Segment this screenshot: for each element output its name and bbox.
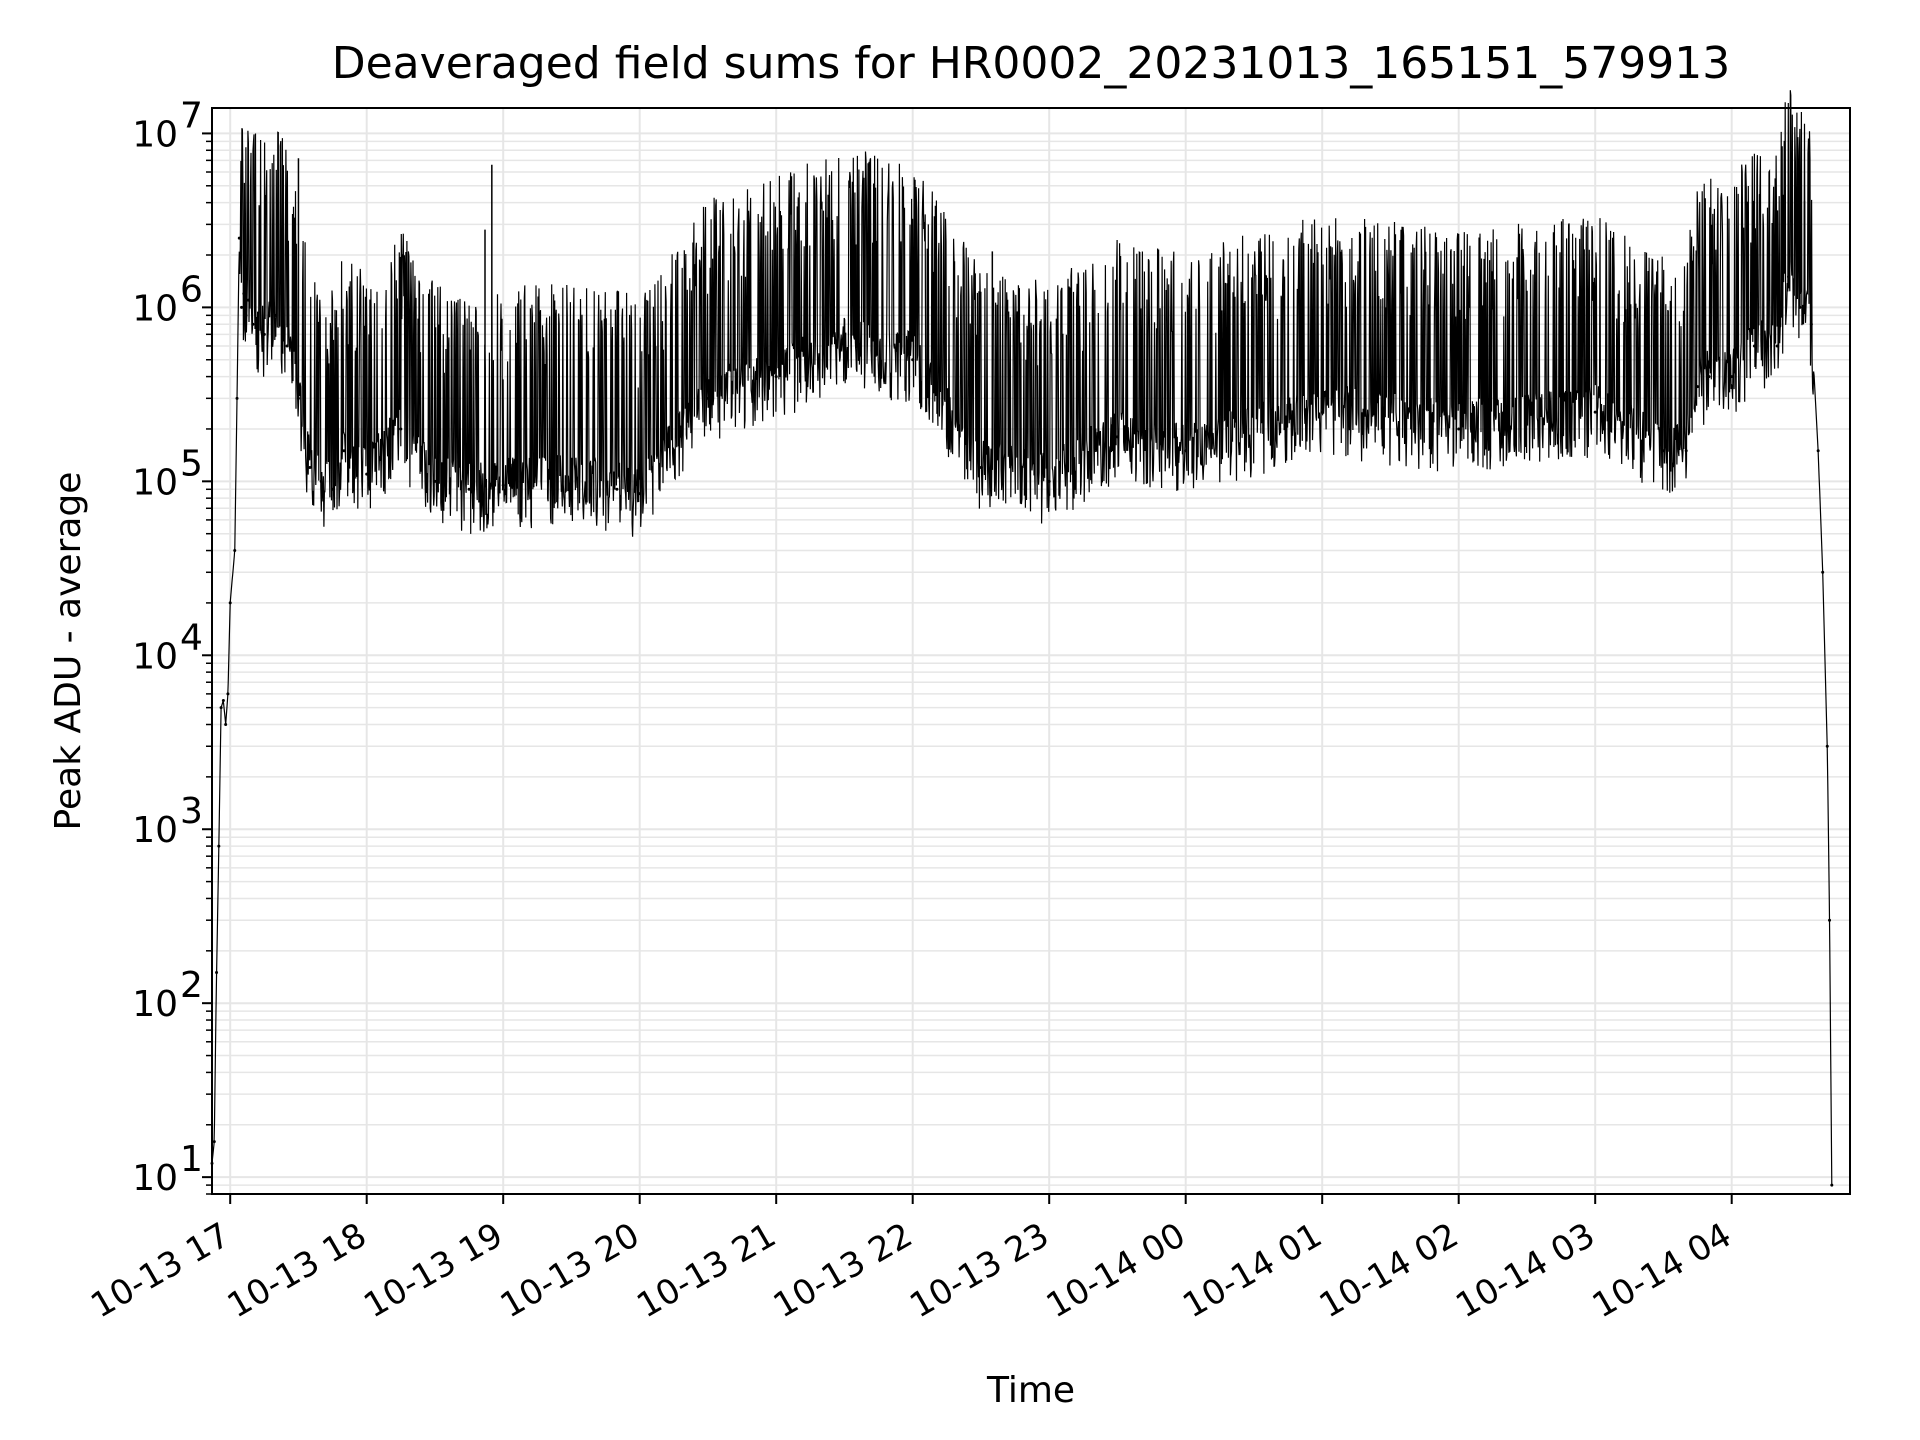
data-point <box>285 344 289 348</box>
data-point <box>308 466 312 470</box>
data-point <box>1821 570 1825 574</box>
data-point <box>226 692 230 696</box>
data-point <box>1787 275 1791 279</box>
data-point <box>1457 427 1461 431</box>
y-tick-label: 10 <box>132 288 178 329</box>
x-axis-label: Time <box>986 1370 1075 1411</box>
data-point <box>319 479 323 483</box>
data-point <box>233 549 237 553</box>
data-point <box>979 466 983 470</box>
plot-frame <box>211 107 1851 1195</box>
data-point <box>501 483 505 487</box>
data-point <box>242 292 246 296</box>
y-axis-label: Peak ADU - average <box>48 472 89 831</box>
data-point <box>262 332 266 336</box>
data-point <box>1593 410 1597 414</box>
data-point <box>217 844 221 848</box>
data-point <box>1115 435 1119 439</box>
data-point <box>1730 375 1734 379</box>
data-point <box>433 479 437 483</box>
data-point <box>467 487 471 491</box>
chart-title: Deaveraged field sums for HR0002_2023101… <box>332 38 1731 89</box>
series-layer <box>210 90 1834 1187</box>
data-point <box>1707 375 1711 379</box>
data-point <box>1752 344 1756 348</box>
data-point <box>212 1140 216 1144</box>
data-point <box>1816 449 1820 453</box>
y-tick-exponent: 1 <box>180 1139 203 1180</box>
data-point <box>1684 449 1688 453</box>
data-point <box>842 344 846 348</box>
data-point <box>615 487 619 491</box>
data-point <box>1830 1183 1834 1187</box>
y-tick-exponent: 5 <box>180 443 203 484</box>
data-point <box>774 375 778 379</box>
data-point <box>1661 449 1665 453</box>
data-point <box>706 396 710 400</box>
data-point <box>224 723 228 727</box>
data-point <box>1828 918 1832 922</box>
data-point <box>240 305 244 309</box>
y-tick-label: 10 <box>132 636 178 677</box>
y-tick-label: 10 <box>132 114 178 155</box>
data-point <box>1184 449 1188 453</box>
y-tick-exponent: 3 <box>180 791 203 832</box>
y-tick-exponent: 2 <box>180 965 203 1006</box>
data-point <box>342 449 346 453</box>
data-point <box>1825 744 1829 748</box>
data-point <box>1696 385 1700 389</box>
data-point <box>246 298 250 302</box>
data-point <box>221 698 225 702</box>
y-tick-label: 10 <box>132 810 178 851</box>
y-tick-exponent: 6 <box>180 269 203 310</box>
data-point <box>365 472 369 476</box>
y-tick-exponent: 7 <box>180 95 203 136</box>
data-point <box>569 479 573 483</box>
data-point <box>251 322 255 326</box>
y-tick-label: 10 <box>132 984 178 1025</box>
data-line <box>211 90 1833 1186</box>
data-point <box>1047 479 1051 483</box>
data-point <box>237 236 241 240</box>
data-point <box>244 313 248 317</box>
data-point <box>219 706 223 710</box>
y-tick-exponent: 4 <box>180 617 203 658</box>
data-point <box>215 971 219 975</box>
data-point <box>235 396 239 400</box>
data-point <box>638 492 642 496</box>
data-point <box>228 601 232 605</box>
data-point <box>399 427 403 431</box>
data-point <box>274 313 278 317</box>
data-point <box>911 358 915 362</box>
data-point <box>1320 410 1324 414</box>
data-point <box>1809 322 1813 326</box>
data-point <box>331 487 335 491</box>
data-point <box>1775 344 1779 348</box>
y-tick-label: 10 <box>132 462 178 503</box>
y-tick-label: 10 <box>132 1158 178 1199</box>
